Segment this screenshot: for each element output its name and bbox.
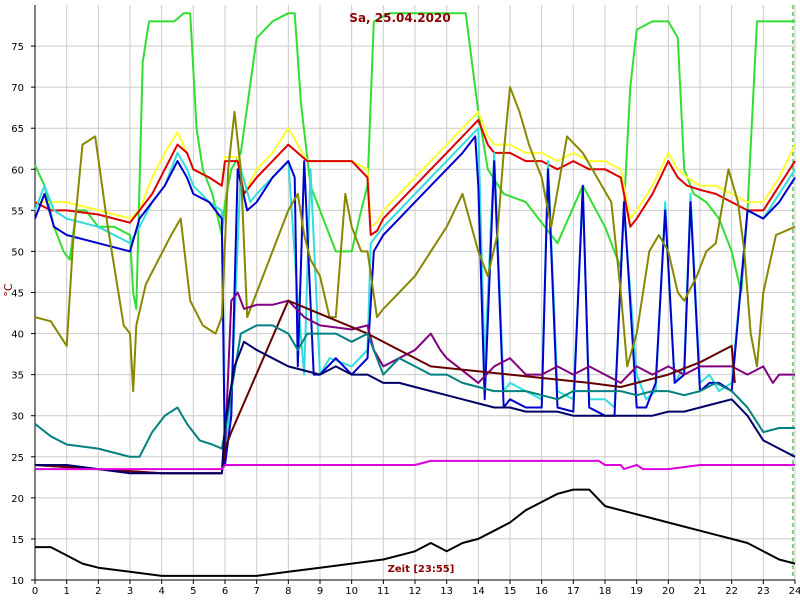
y-tick-label: 35 [11, 371, 24, 382]
y-tick-label: 70 [11, 83, 24, 94]
series-line-5 [34, 135, 796, 466]
series-line-3 [34, 119, 796, 236]
axes: 0 1 2 3 4 5 6 7 8 9 10 11 12 13 14 15 16 17 18 19 20 21 22 23 24… [11, 5, 800, 597]
y-tick-label: 20 [11, 494, 24, 505]
y-tick-label: 10 [11, 576, 24, 587]
y-axis-label: °C [2, 283, 15, 297]
x-tick-label: 23 [757, 586, 770, 597]
x-tick-label: 18 [599, 586, 612, 597]
chart-title: Sa, 25.04.2020 [349, 11, 450, 25]
x-tick-label: 17 [567, 586, 580, 597]
x-tick-label: 5 [190, 586, 196, 597]
series-line-8 [34, 299, 736, 475]
x-tick-label: 7 [253, 586, 259, 597]
time-annotation: Zeit [23:55] [388, 564, 455, 575]
y-tick-label: 50 [11, 247, 24, 258]
y-tick-label: 25 [11, 453, 24, 464]
x-tick-label: 3 [127, 586, 133, 597]
x-tick-label: 11 [377, 586, 390, 597]
series-line-11 [35, 459, 795, 471]
series-line-9 [34, 324, 795, 458]
x-tick-label: 9 [317, 586, 323, 597]
y-tick-label: 75 [11, 42, 24, 53]
series-line-6 [34, 86, 796, 393]
series-line-10 [35, 340, 796, 475]
x-tick-label: 10 [345, 586, 358, 597]
series-line-1 [34, 12, 795, 310]
series-layer [34, 5, 796, 580]
x-tick-label: 8 [285, 586, 291, 597]
x-tick-label: 0 [32, 586, 38, 597]
x-tick-label: 12 [409, 586, 422, 597]
x-tick-label: 21 [694, 586, 707, 597]
x-tick-label: 24 [789, 586, 800, 597]
x-tick-label: 16 [535, 586, 548, 597]
x-tick-label: 15 [504, 586, 517, 597]
grid [34, 5, 796, 581]
x-tick-label: 19 [630, 586, 643, 597]
x-tick-label: 22 [725, 586, 738, 597]
y-tick-label: 55 [11, 206, 24, 217]
x-tick-label: 14 [472, 586, 485, 597]
x-tick-label: 4 [158, 586, 164, 597]
y-tick-label: 40 [11, 330, 24, 341]
y-tick-label: 45 [11, 289, 24, 300]
y-tick-label: 65 [11, 124, 24, 135]
series-line-12 [35, 488, 796, 577]
y-tick-label: 60 [11, 165, 24, 176]
x-tick-label: 20 [662, 586, 675, 597]
x-tick-label: 13 [440, 586, 453, 597]
y-tick-label: 15 [11, 535, 24, 546]
x-tick-label: 6 [222, 586, 228, 597]
x-tick-label: 2 [95, 586, 101, 597]
y-tick-label: 30 [11, 412, 24, 423]
x-tick-label: 1 [63, 586, 69, 597]
